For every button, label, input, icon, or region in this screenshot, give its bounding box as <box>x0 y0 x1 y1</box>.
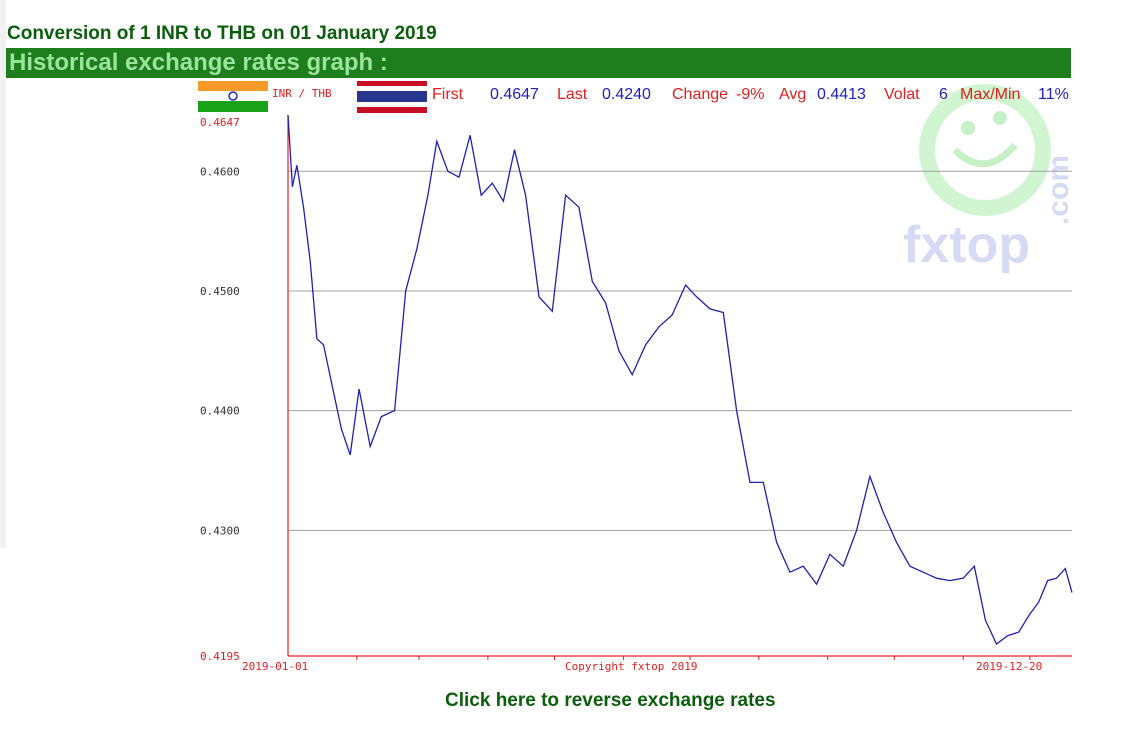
smiley-eye-left <box>961 121 975 135</box>
smiley-eye-right <box>993 111 1007 125</box>
stat-last-label: Last <box>557 86 588 103</box>
exchange-rate-chart: fxtop .com INR / THB First 0.4647 Last 0… <box>198 81 1075 673</box>
stat-volat-value: 6 <box>939 86 948 103</box>
left-strip <box>0 0 6 548</box>
page-title: Conversion of 1 INR to THB on 01 January… <box>7 23 437 44</box>
y-tick-label: 0.4600 <box>200 165 240 178</box>
y-tick-label: 0.4500 <box>200 285 240 298</box>
reverse-rates-link[interactable]: Click here to reverse exchange rates <box>445 690 776 711</box>
watermark-com: .com <box>1042 155 1075 225</box>
smiley-ring <box>919 84 1051 216</box>
stat-volat-label: Volat <box>884 86 920 103</box>
x-axis-ticks <box>356 656 1031 660</box>
x-end-label: 2019-12-20 <box>976 660 1042 673</box>
smiley-mouth <box>952 142 1018 168</box>
stat-avg-value: 0.4413 <box>817 86 866 103</box>
x-start-label: 2019-01-01 <box>242 660 308 673</box>
pair-label: INR / THB <box>272 87 332 100</box>
stat-change-value: -9% <box>736 86 764 103</box>
y-tick-label: 0.4400 <box>200 405 240 418</box>
flag-thailand <box>357 81 427 113</box>
stat-maxmin-label: Max/Min <box>960 86 1020 103</box>
gridlines <box>288 170 1072 531</box>
stat-first-value: 0.4647 <box>490 86 539 103</box>
stats-line: First 0.4647 Last 0.4240 Change -9% Avg … <box>432 86 1069 103</box>
stat-maxmin-value: 11% <box>1038 86 1069 103</box>
y-min-label: 0.4195 <box>200 650 240 663</box>
stat-first-label: First <box>432 86 464 103</box>
watermark-text: fxtop <box>903 216 1030 274</box>
rate-series-line <box>287 114 1073 646</box>
copyright-label: Copyright fxtop 2019 <box>565 660 697 673</box>
y-tick-label: 0.4300 <box>200 524 240 537</box>
section-title: Historical exchange rates graph : <box>9 49 388 76</box>
stat-last-value: 0.4240 <box>602 86 651 103</box>
stat-change-label: Change <box>672 86 728 103</box>
fxtop-watermark: fxtop .com <box>903 84 1075 274</box>
y-axis-labels: 0.4600 0.4500 0.4400 0.4300 <box>200 165 240 537</box>
y-max-label: 0.4647 <box>200 116 240 129</box>
section-header-bar: Historical exchange rates graph : <box>6 48 1071 78</box>
flag-india <box>198 81 268 112</box>
stat-avg-label: Avg <box>779 86 806 103</box>
